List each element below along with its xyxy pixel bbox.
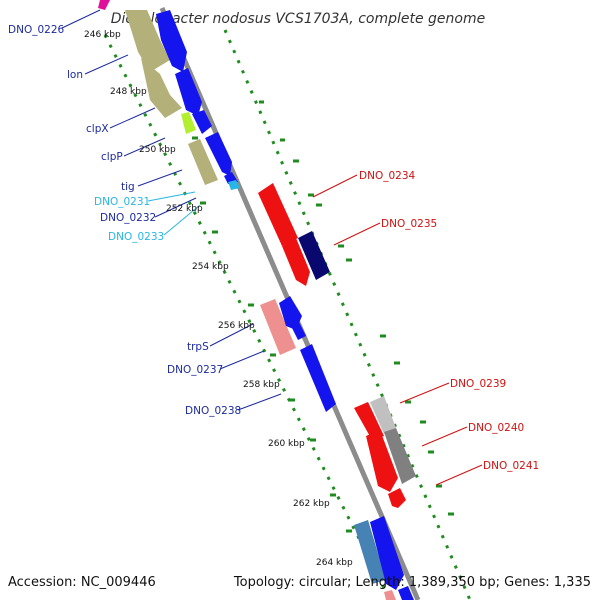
position-ticks: 246 kbp 248 kbp 250 kbp 252 kbp 254 kbp … [84,30,353,568]
gene-forward-feature-c[interactable] [370,516,404,590]
tick-label: 248 kbp [110,87,147,97]
track-dashes [192,100,454,533]
gene-dno0239-feature[interactable] [354,402,384,440]
label-lon[interactable]: lon [67,69,83,81]
gene-lon-feature-a[interactable] [125,10,170,72]
gene-dno0238-feature[interactable] [300,344,336,412]
label-trps[interactable]: trpS [187,341,209,353]
gene-dno0241-feature[interactable] [388,488,406,508]
gene-labels: DNO_0226 lon clpX clpP tig DNO_0231 DNO_… [8,24,539,472]
gene-clpp-feature[interactable] [192,110,212,134]
label-dno0231[interactable]: DNO_0231 [94,196,150,208]
label-clpx[interactable]: clpX [86,123,109,135]
reverse-strand-features [258,183,416,508]
gene-dno0240-gray[interactable] [384,428,416,484]
tick-label: 246 kbp [84,30,121,40]
label-tig[interactable]: tig [121,181,135,193]
outer-dotted-track [223,29,472,600]
label-clpp[interactable]: clpP [101,151,123,163]
tick-label: 264 kbp [316,558,353,568]
gene-pink-feature-b[interactable] [384,590,396,600]
label-dno0240[interactable]: DNO_0240 [468,422,524,434]
gene-steel-feature[interactable] [354,520,386,584]
inner-dotted-track [103,34,392,600]
label-dno0234[interactable]: DNO_0234 [359,170,415,182]
label-connectors [61,9,483,486]
accession-text: Accession: NC_009446 [8,575,156,590]
label-dno0241[interactable]: DNO_0241 [483,460,539,472]
label-dno0233[interactable]: DNO_0233 [108,231,164,243]
gene-forward-feature-a[interactable] [156,10,187,72]
gene-dno0234-arrow[interactable] [282,238,310,286]
tick-label: 260 kbp [268,439,305,449]
label-dno0238[interactable]: DNO_0238 [185,405,241,417]
label-dno0239[interactable]: DNO_0239 [450,378,506,390]
label-dno0232[interactable]: DNO_0232 [100,212,156,224]
gene-forward-feature-d[interactable] [398,586,414,600]
gene-dno0239-gray[interactable] [370,396,396,434]
gene-forward-feature-b[interactable] [175,68,202,116]
gene-dno0237-arrow-b[interactable] [284,308,306,340]
gene-tig-arrow[interactable] [205,132,232,176]
tick-label: 254 kbp [192,262,229,272]
gene-dno0240-feature[interactable] [366,430,398,492]
gene-lon-feature-b[interactable] [141,58,182,118]
tick-label: 250 kbp [139,145,176,155]
gene-dno0235-feature[interactable] [298,231,330,280]
gene-dno0226-feature[interactable] [98,0,110,10]
label-dno0235[interactable]: DNO_0235 [381,218,437,230]
gene-dno0233-feature[interactable] [228,180,240,190]
gene-clpx-feature[interactable] [181,112,196,134]
tick-label: 258 kbp [243,380,280,390]
forward-strand-features [98,0,414,600]
topology-text: Topology: circular; Length: 1,389,350 bp… [233,575,591,590]
gene-dno0234-feature[interactable] [258,183,298,246]
tick-label: 256 kbp [218,321,255,331]
tick-label: 262 kbp [293,499,330,509]
label-dno0226[interactable]: DNO_0226 [8,24,64,36]
gc-skew-tracks [103,29,472,600]
gene-trps-feature[interactable] [260,299,296,355]
gene-tig-feature[interactable] [188,139,218,185]
tick-label: 252 kbp [166,204,203,214]
map-title: Dichelobacter nodosus VCS1703A, complete… [111,11,485,27]
label-dno0237[interactable]: DNO_0237 [167,364,223,376]
